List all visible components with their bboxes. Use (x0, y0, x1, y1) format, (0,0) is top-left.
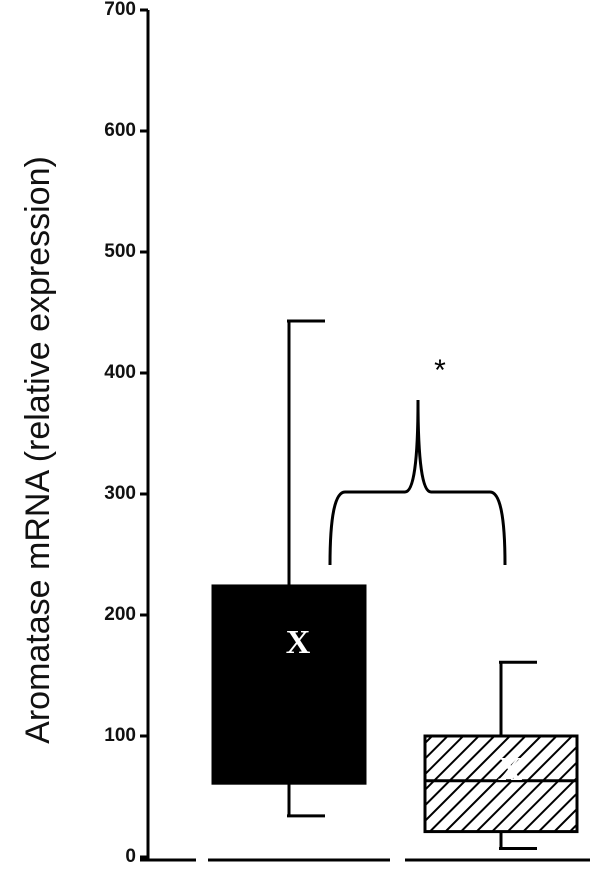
y-tick-label: 400 (104, 362, 136, 383)
y-tick-label: 0 (125, 846, 136, 867)
box (423, 734, 579, 834)
mean-marker: X (286, 624, 311, 661)
y-tick-label: 600 (104, 120, 136, 141)
mean-marker: X (498, 751, 523, 788)
box (211, 584, 367, 785)
significance-brace (328, 399, 507, 566)
y-axis-label: Aromatase mRNA (relative expression) (19, 156, 57, 744)
y-tick-label: 100 (104, 725, 136, 746)
significance-annotation: * (434, 354, 446, 387)
y-tick-label: 300 (104, 483, 136, 504)
y-tick-label: 500 (104, 241, 136, 262)
y-tick-label: 200 (104, 604, 136, 625)
y-tick-label: 700 (104, 0, 136, 20)
